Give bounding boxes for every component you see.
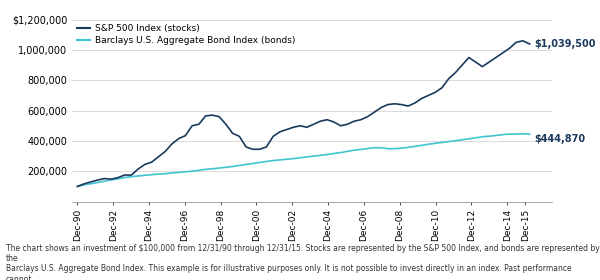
Text: $1,039,500: $1,039,500 <box>534 39 596 49</box>
Text: The chart shows an investment of $100,000 from 12/31/90 through 12/31/15. Stocks: The chart shows an investment of $100,00… <box>6 244 600 280</box>
Legend: S&P 500 Index (stocks), Barclays U.S. Aggregate Bond Index (bonds): S&P 500 Index (stocks), Barclays U.S. Ag… <box>77 24 295 45</box>
Text: $444,870: $444,870 <box>534 134 585 144</box>
